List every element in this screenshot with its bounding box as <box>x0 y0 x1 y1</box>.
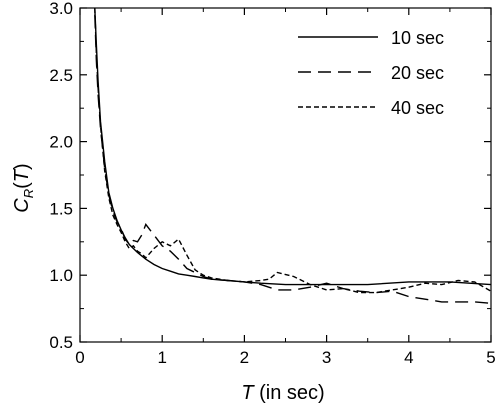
legend-label: 10 sec <box>391 28 444 48</box>
plot-frame <box>79 7 492 343</box>
y-axis-title-close: ) <box>11 163 33 170</box>
y-tick-label: 0.5 <box>49 333 73 352</box>
x-tick-label: 0 <box>75 348 84 367</box>
legend-label: 20 sec <box>391 63 444 83</box>
series-line-solid <box>94 8 491 286</box>
legend: 10 sec 20 sec 40 sec <box>298 28 444 118</box>
y-axis-title-open: ( <box>11 182 33 189</box>
series-line-dotted <box>94 8 491 294</box>
x-axis-title-rest: (in sec) <box>254 382 325 404</box>
x-tick-label: 4 <box>404 348 413 367</box>
axis-ticks: 0 1 2 3 4 5 0.5 1.0 1.5 2.0 2.5 3.0 <box>49 0 495 367</box>
y-tick-label: 2.5 <box>49 66 73 85</box>
y-tick-label: 1.5 <box>49 199 73 218</box>
x-axis-title: T (in sec) <box>241 382 324 404</box>
x-tick-label: 5 <box>486 348 495 367</box>
y-tick-label: 2.0 <box>49 133 73 152</box>
y-axis-title-var: T <box>11 168 33 182</box>
x-tick-label: 1 <box>157 348 166 367</box>
y-axis-title: CR(T) <box>11 163 36 212</box>
y-tick-label: 1.0 <box>49 266 73 285</box>
x-tick-label: 2 <box>240 348 249 367</box>
y-axis-title-sub: R <box>21 189 36 198</box>
series-line-dashed <box>94 14 491 304</box>
y-tick-label: 3.0 <box>49 0 73 18</box>
legend-label: 40 sec <box>391 98 444 118</box>
series-layer <box>94 8 491 304</box>
x-tick-label: 3 <box>322 348 331 367</box>
x-axis-title-var: T <box>241 382 255 404</box>
y-axis-title-base: C <box>11 198 33 213</box>
